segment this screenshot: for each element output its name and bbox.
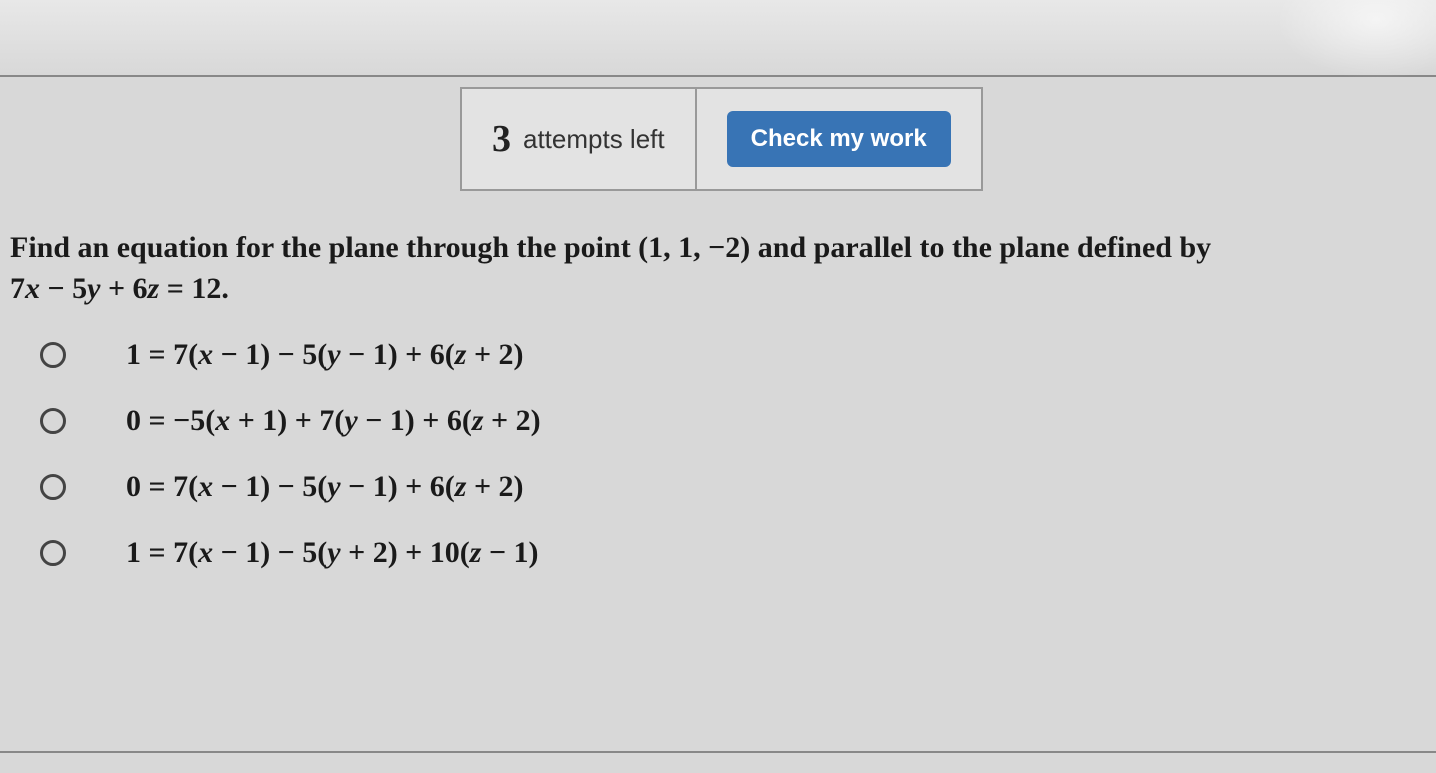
top-gradient-region xyxy=(0,0,1436,75)
question-container: Find an equation for the plane through t… xyxy=(10,228,1416,309)
option-text-3: 0 = 7(x − 1) − 5(y − 1) + 6(z + 2) xyxy=(126,470,524,504)
attempts-number: 3 xyxy=(492,117,511,161)
radio-option-4[interactable] xyxy=(40,540,66,566)
top-border-line xyxy=(0,75,1436,77)
question-prompt: Find an equation for the plane through t… xyxy=(10,228,1416,309)
option-text-2: 0 = −5(x + 1) + 7(y − 1) + 6(z + 2) xyxy=(126,404,541,438)
option-text-1: 1 = 7(x − 1) − 5(y − 1) + 6(z + 2) xyxy=(126,338,524,372)
option-row-1: 1 = 7(x − 1) − 5(y − 1) + 6(z + 2) xyxy=(40,338,541,372)
option-row-2: 0 = −5(x + 1) + 7(y − 1) + 6(z + 2) xyxy=(40,404,541,438)
option-text-4: 1 = 7(x − 1) − 5(y + 2) + 10(z − 1) xyxy=(126,536,539,570)
attempts-label: attempts left xyxy=(523,124,665,155)
radio-option-2[interactable] xyxy=(40,408,66,434)
attempts-box: 3 attempts left xyxy=(460,87,697,191)
check-my-work-button[interactable]: Check my work xyxy=(727,111,951,167)
radio-option-1[interactable] xyxy=(40,342,66,368)
bottom-border-line xyxy=(0,751,1436,753)
radio-option-3[interactable] xyxy=(40,474,66,500)
options-container: 1 = 7(x − 1) − 5(y − 1) + 6(z + 2) 0 = −… xyxy=(40,338,541,602)
question-line2: 7x − 5y + 6z = 12. xyxy=(10,272,229,305)
option-row-3: 0 = 7(x − 1) − 5(y − 1) + 6(z + 2) xyxy=(40,470,541,504)
option-row-4: 1 = 7(x − 1) − 5(y + 2) + 10(z − 1) xyxy=(40,536,541,570)
check-box: Check my work xyxy=(697,87,983,191)
question-line1: Find an equation for the plane through t… xyxy=(10,231,1211,264)
controls-container: 3 attempts left Check my work xyxy=(460,87,983,191)
